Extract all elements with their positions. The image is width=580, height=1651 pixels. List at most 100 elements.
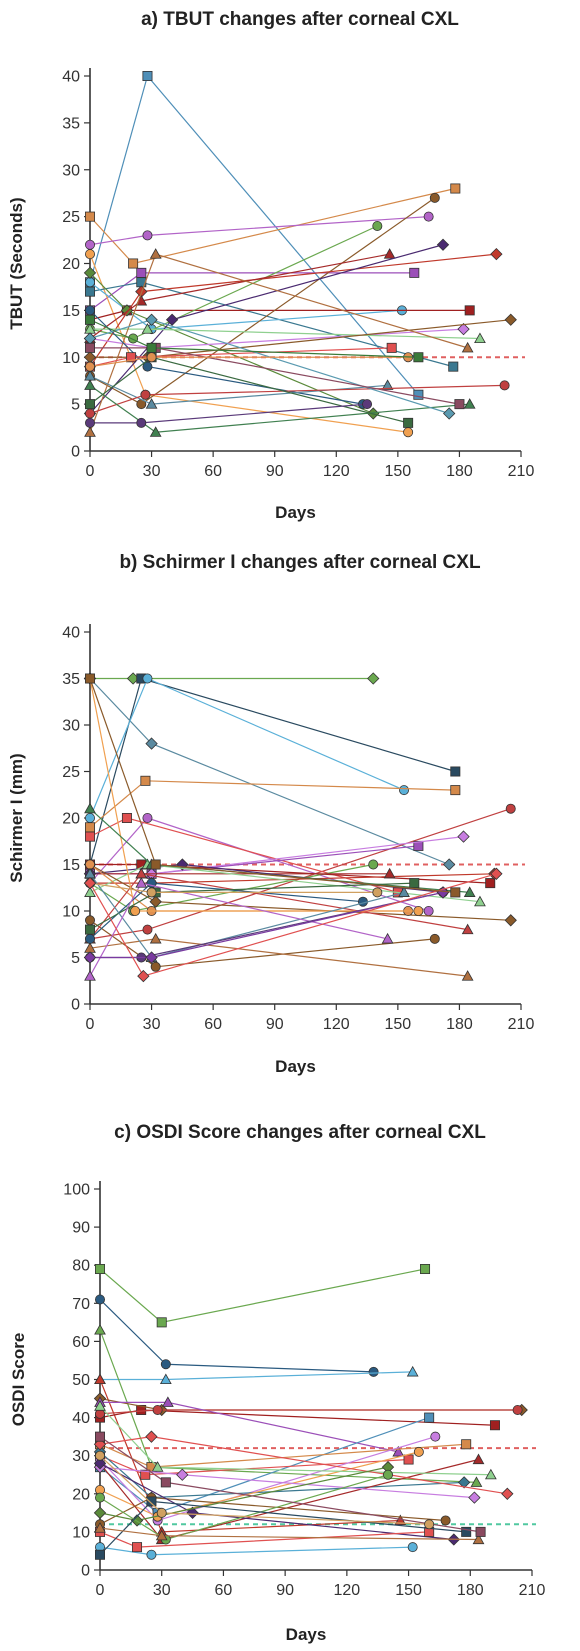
y-tick-label: 60 — [72, 1334, 90, 1351]
data-point — [420, 1264, 431, 1275]
series-5 — [85, 775, 461, 833]
data-point — [392, 1445, 405, 1457]
series-1 — [83, 672, 380, 685]
data-point — [443, 407, 456, 420]
data-point — [470, 1476, 483, 1487]
x-tick-label: 210 — [519, 1582, 546, 1599]
y-tick-label: 0 — [71, 997, 80, 1014]
data-point — [85, 417, 96, 428]
y-tick-label: 100 — [63, 1182, 90, 1199]
data-point — [372, 220, 383, 231]
data-point — [84, 802, 96, 814]
y-tick-label: 30 — [62, 162, 80, 179]
data-point — [94, 1323, 106, 1335]
data-point — [141, 323, 154, 334]
data-point — [149, 932, 162, 944]
series-22 — [85, 380, 510, 419]
y-tick-label: 25 — [62, 764, 80, 781]
data-point — [156, 1317, 167, 1328]
x-tick-label: 0 — [86, 463, 95, 480]
data-point — [461, 341, 474, 353]
x-tick-label: 0 — [86, 1016, 95, 1033]
x-tick-label: 120 — [323, 463, 350, 480]
y-tick-label: 50 — [72, 1372, 90, 1389]
y-tick-label: 20 — [72, 1486, 90, 1503]
data-point — [145, 951, 158, 964]
data-point — [85, 915, 96, 926]
data-point — [160, 1359, 171, 1370]
data-point — [464, 305, 475, 316]
data-point — [140, 389, 151, 400]
data-point — [372, 887, 383, 898]
y-tick-label: 15 — [62, 857, 80, 874]
series-3 — [83, 672, 456, 871]
data-point — [95, 1294, 106, 1305]
x-tick-label: 180 — [446, 463, 473, 480]
data-point — [457, 322, 470, 336]
data-point — [381, 932, 394, 944]
data-point — [472, 1453, 485, 1465]
data-point — [454, 399, 465, 410]
series-24 — [85, 352, 414, 428]
data-point — [146, 352, 157, 363]
x-tick-label: 150 — [395, 1582, 422, 1599]
chart-title: b) Schirmer I changes after corneal CXL — [119, 552, 481, 573]
series-20 — [84, 932, 474, 981]
series-18 — [84, 248, 474, 437]
x-axis-title: Days — [275, 1057, 316, 1076]
data-point — [85, 673, 96, 684]
x-tick-label: 30 — [143, 1016, 161, 1033]
data-point — [176, 1468, 189, 1481]
y-tick-label: 10 — [62, 350, 80, 367]
data-point — [85, 831, 96, 842]
data-point — [383, 867, 396, 879]
data-point — [142, 924, 153, 935]
series-22 — [93, 1460, 395, 1527]
data-point — [132, 1542, 143, 1553]
y-tick-label: 10 — [72, 1524, 90, 1541]
data-point — [413, 840, 424, 851]
data-point — [413, 1446, 424, 1457]
data-point — [150, 961, 161, 972]
data-point — [128, 258, 139, 269]
data-point — [413, 352, 424, 363]
data-point — [382, 1469, 393, 1480]
data-point — [137, 969, 150, 983]
data-point — [159, 1373, 172, 1385]
series-2 — [85, 183, 461, 269]
x-tick-label: 90 — [266, 463, 284, 480]
data-point — [461, 1526, 472, 1537]
data-point — [83, 876, 97, 890]
data-point — [423, 906, 434, 917]
data-point — [93, 1438, 107, 1451]
series-27 — [94, 1522, 485, 1545]
data-point — [151, 1461, 164, 1472]
data-point — [448, 361, 459, 372]
data-point — [461, 923, 474, 935]
data-point — [407, 1542, 418, 1553]
data-point — [386, 342, 397, 353]
x-tick-label: 180 — [446, 1016, 473, 1033]
series-line — [89, 882, 388, 977]
data-point — [155, 1529, 168, 1541]
data-point — [146, 342, 157, 353]
x-axis-title: Days — [275, 503, 316, 522]
data-point — [145, 737, 158, 750]
data-point — [85, 361, 96, 372]
data-point — [367, 672, 380, 685]
series-28 — [95, 1431, 486, 1537]
chart-panel-2: b) Schirmer I changes after corneal CXL 0… — [7, 552, 534, 1076]
data-point — [85, 239, 96, 250]
y-tick-label: 20 — [62, 811, 80, 828]
data-point — [94, 1373, 106, 1385]
data-point — [126, 352, 137, 363]
series-29 — [85, 314, 424, 363]
data-point — [450, 183, 461, 194]
data-point — [85, 286, 96, 297]
x-tick-label: 210 — [508, 463, 535, 480]
data-point — [463, 886, 476, 897]
data-point — [489, 1420, 500, 1431]
data-point — [95, 1492, 106, 1503]
series-line — [99, 1474, 389, 1541]
